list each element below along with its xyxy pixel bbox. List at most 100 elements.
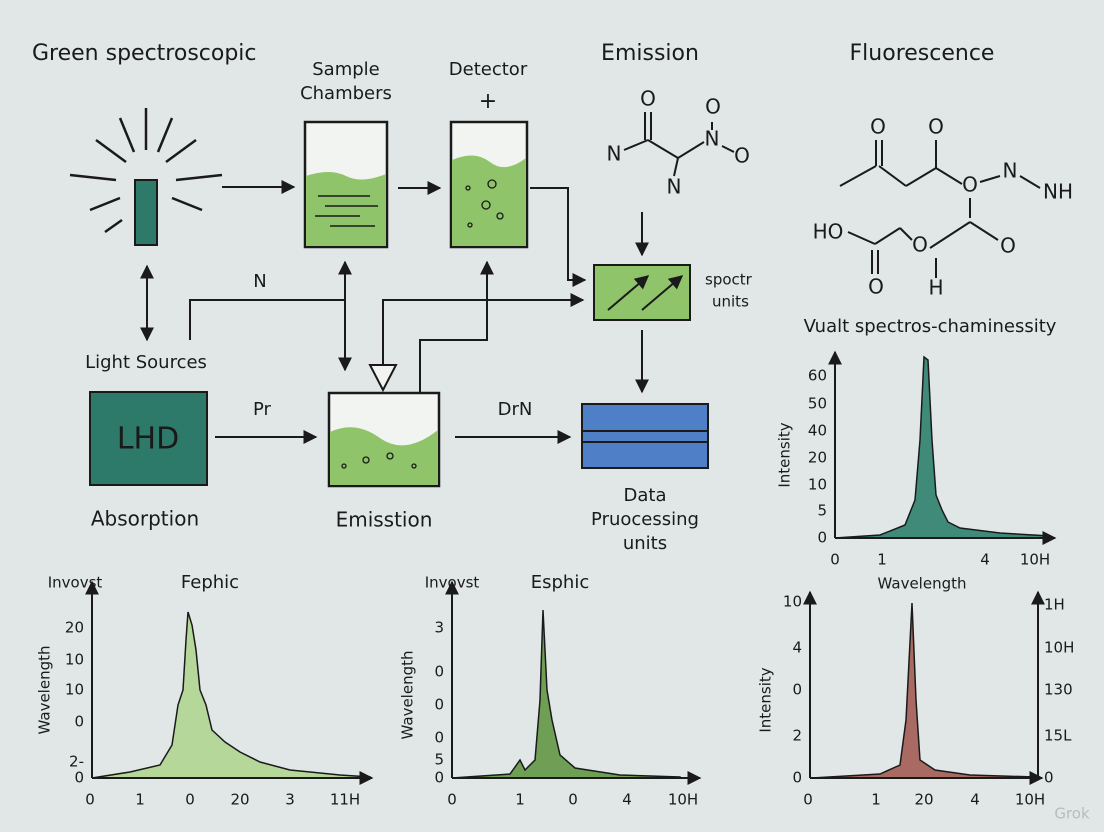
emission-heading: Emission <box>601 41 699 66</box>
valve <box>368 364 398 393</box>
y-tick-label: 2 <box>792 727 802 745</box>
atom: HO <box>813 220 844 244</box>
edge-label: Pr <box>253 399 272 420</box>
atom: N <box>607 142 622 166</box>
spectrum <box>451 609 681 779</box>
x-tick-label: 1 <box>877 551 887 569</box>
lhd-box <box>89 391 208 486</box>
x-tick-label: 10H <box>668 791 698 809</box>
fluorescence-heading: Fluorescence <box>850 41 995 66</box>
atom: O <box>640 87 656 111</box>
processor-lines <box>582 430 708 443</box>
x-tick-label: 0 <box>568 791 578 809</box>
data-processor <box>581 403 709 469</box>
light-sources-label: Light Sources <box>85 352 207 373</box>
y-tick-label: 0 <box>74 769 84 787</box>
data-processing-label: Data <box>624 485 667 506</box>
chart-title: Vualt spectros-chaminessity <box>804 316 1057 337</box>
y-axis-label: Intensity <box>776 422 794 487</box>
x-tick-label: 10H <box>1020 551 1050 569</box>
x-tick-label: 4 <box>970 791 980 809</box>
y-tick-label: 5 <box>434 751 444 769</box>
atom: H <box>928 276 943 300</box>
spectrum <box>91 611 371 779</box>
y-tick-label: 4 <box>792 639 802 657</box>
corner-label: Invovst <box>48 574 103 592</box>
atom: O <box>912 233 928 257</box>
x-tick-label: 20 <box>230 791 249 809</box>
y-tick-label: 0 <box>434 696 444 714</box>
x-tick-label: 0 <box>803 791 813 809</box>
atom: N <box>667 175 682 199</box>
atom: O <box>1000 234 1016 258</box>
atom: NH <box>1043 180 1073 204</box>
bubbles <box>465 179 504 228</box>
y2-tick-label: 15L <box>1044 727 1072 745</box>
y-tick-label: 10 <box>65 651 84 669</box>
y-tick-label: 2- <box>69 753 84 771</box>
y2-tick-label: 10H <box>1044 639 1074 657</box>
title: Green spectroscopic <box>32 41 257 66</box>
x-tick-label: 0 <box>830 551 840 569</box>
y-axis-label: Wavelength <box>36 646 54 735</box>
edge-label: DrN <box>498 399 533 420</box>
fluorescence-bonds <box>839 140 1041 278</box>
x-tick-label: 0 <box>447 791 457 809</box>
x-tick-label: 11H <box>330 791 360 809</box>
y-tick-label: 10 <box>783 593 802 611</box>
y2-tick-label: 130 <box>1044 681 1073 699</box>
atom: O <box>734 144 750 168</box>
spectrum <box>811 602 1036 779</box>
x-tick-label: 3 <box>285 791 295 809</box>
spectr-label: units <box>712 293 749 311</box>
x-tick-label: 4 <box>622 791 632 809</box>
spectrum <box>834 355 1051 539</box>
detector-liquid <box>452 155 526 246</box>
sample-label: Sample <box>312 59 380 80</box>
atom: O <box>928 115 944 139</box>
detector-symbol: + <box>479 89 497 114</box>
x-tick-label: 1 <box>515 791 525 809</box>
sample-lines <box>315 195 378 227</box>
atom: N <box>1003 159 1018 183</box>
x-tick-label: 4 <box>980 551 990 569</box>
x-tick-label: 10H <box>1015 791 1045 809</box>
sample-liquid <box>306 172 386 246</box>
connectors <box>140 180 649 444</box>
chart-title: Esphic <box>531 572 589 593</box>
light-rays <box>69 108 223 234</box>
x-tick-label: 0 <box>185 791 195 809</box>
y-tick-label: 0 <box>434 769 444 787</box>
y-tick-label: 60 <box>808 367 827 385</box>
atom: O <box>705 95 721 119</box>
x-tick-label: 0 <box>85 791 95 809</box>
emission-liquid <box>330 427 438 485</box>
atom: O <box>868 275 884 299</box>
spectr-unit <box>593 264 691 321</box>
y2-tick-label: 0 <box>1044 769 1054 787</box>
atom: N <box>705 127 720 151</box>
y-tick-label: 5 <box>817 502 827 520</box>
atom: O <box>962 173 978 197</box>
atom: O <box>870 115 886 139</box>
lamp <box>134 179 158 246</box>
y-tick-label: 0 <box>74 713 84 731</box>
edge-label: N <box>253 271 266 292</box>
x-axis-label: Wavelength <box>878 575 967 593</box>
sample-label: Chambers <box>300 83 392 104</box>
y-tick-label: 40 <box>808 422 827 440</box>
watermark: Grok <box>1054 805 1090 823</box>
y-tick-label: 0 <box>817 529 827 547</box>
y-tick-label: 20 <box>65 619 84 637</box>
y-tick-label: 20 <box>808 449 827 467</box>
y-tick-label: 50 <box>808 395 827 413</box>
absorption-label: Absorption <box>91 507 199 531</box>
y-tick-label: 10 <box>808 476 827 494</box>
y-axis-label: Intensity <box>757 667 775 732</box>
y-tick-label: 0 <box>792 681 802 699</box>
y-axis-label: Wavelength <box>399 651 417 740</box>
spectr-arrows <box>607 275 684 311</box>
x-tick-label: 20 <box>914 791 933 809</box>
chart-title: Fephic <box>181 572 239 593</box>
